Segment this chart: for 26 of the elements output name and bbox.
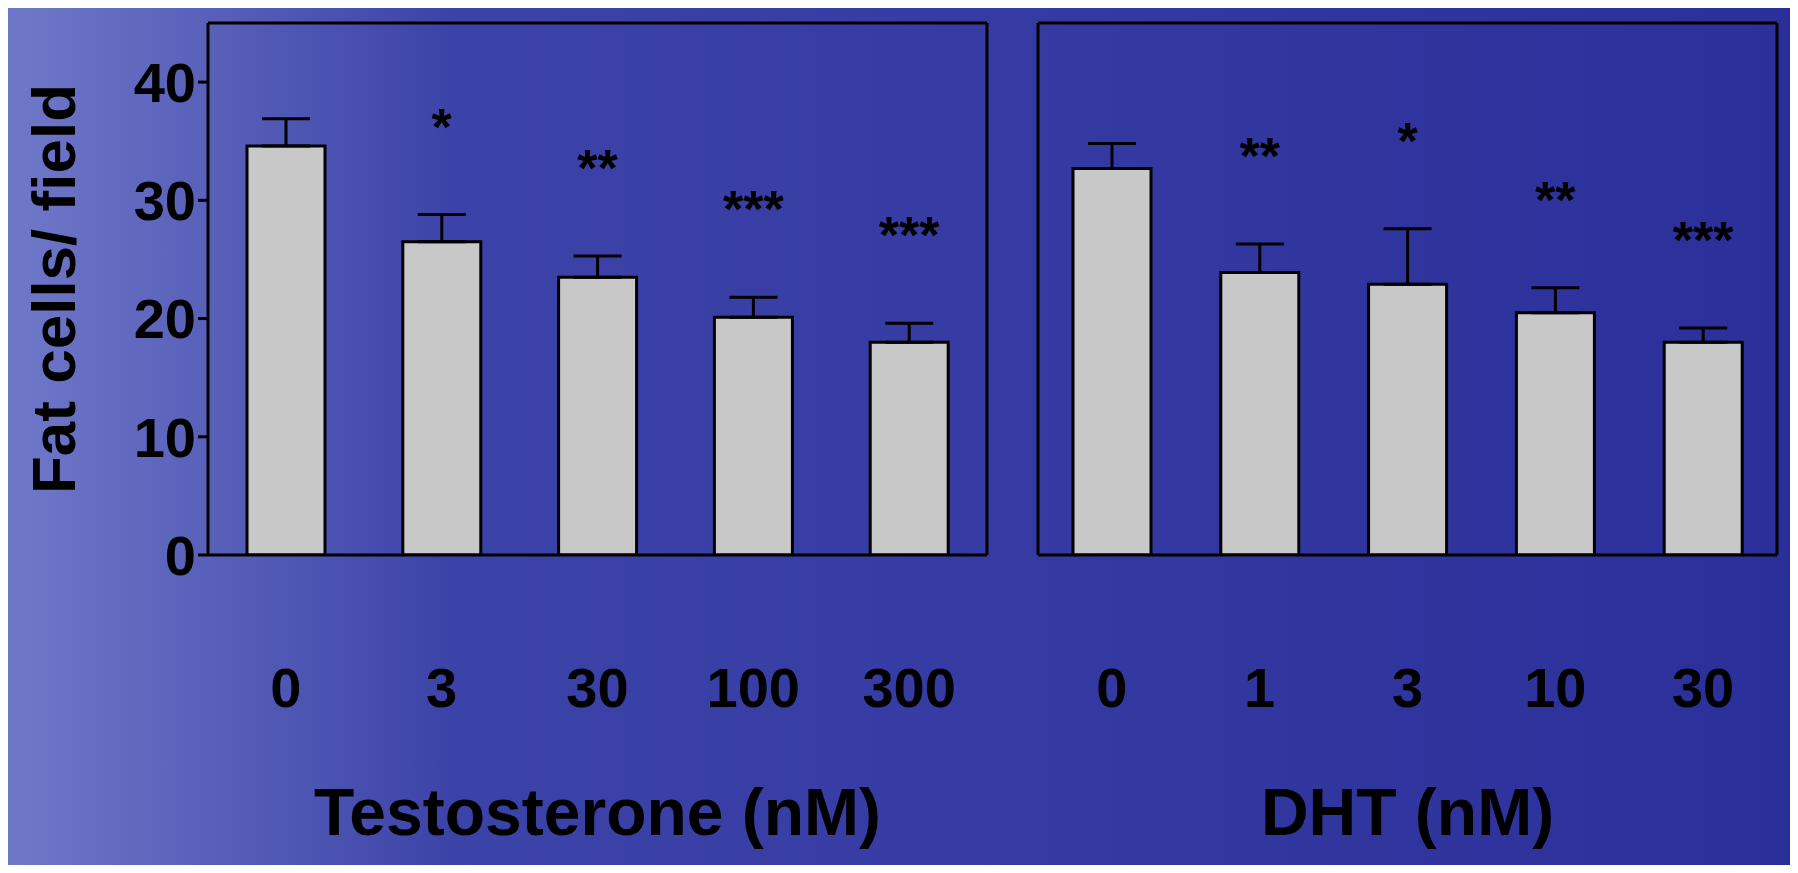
x-tick-label: 0 bbox=[270, 655, 302, 719]
y-tick-label: 10 bbox=[133, 405, 196, 469]
y-tick-label: 20 bbox=[133, 287, 196, 351]
annotation: ** bbox=[1535, 170, 1577, 229]
annotation: *** bbox=[878, 206, 941, 265]
x-tick-label: 1 bbox=[1244, 655, 1276, 719]
annotation: *** bbox=[1672, 211, 1735, 270]
x-tick-label: 300 bbox=[862, 655, 956, 719]
x-axis-title: Testosterone (nM) bbox=[313, 775, 882, 849]
x-tick-label: 100 bbox=[706, 655, 801, 719]
annotation: ** bbox=[577, 138, 619, 197]
annotation: ** bbox=[1239, 127, 1281, 186]
y-axis-title: Fat cells/ field bbox=[19, 83, 89, 495]
x-tick-label: 3 bbox=[1391, 655, 1424, 719]
x-axis-title: DHT (nM) bbox=[1260, 775, 1555, 849]
y-tick-label: 0 bbox=[164, 523, 196, 587]
annotation: * bbox=[1397, 111, 1419, 170]
x-tick-label: 3 bbox=[426, 655, 458, 719]
x-tick-label: 30 bbox=[1671, 655, 1735, 719]
x-tick-label: 30 bbox=[566, 655, 629, 719]
y-tick-label: 40 bbox=[133, 50, 196, 114]
x-tick-label: 10 bbox=[1524, 655, 1587, 719]
x-tick-label: 0 bbox=[1096, 655, 1128, 719]
y-tick-label: 30 bbox=[133, 169, 196, 233]
annotation: * bbox=[431, 97, 453, 156]
annotation: *** bbox=[722, 180, 785, 239]
